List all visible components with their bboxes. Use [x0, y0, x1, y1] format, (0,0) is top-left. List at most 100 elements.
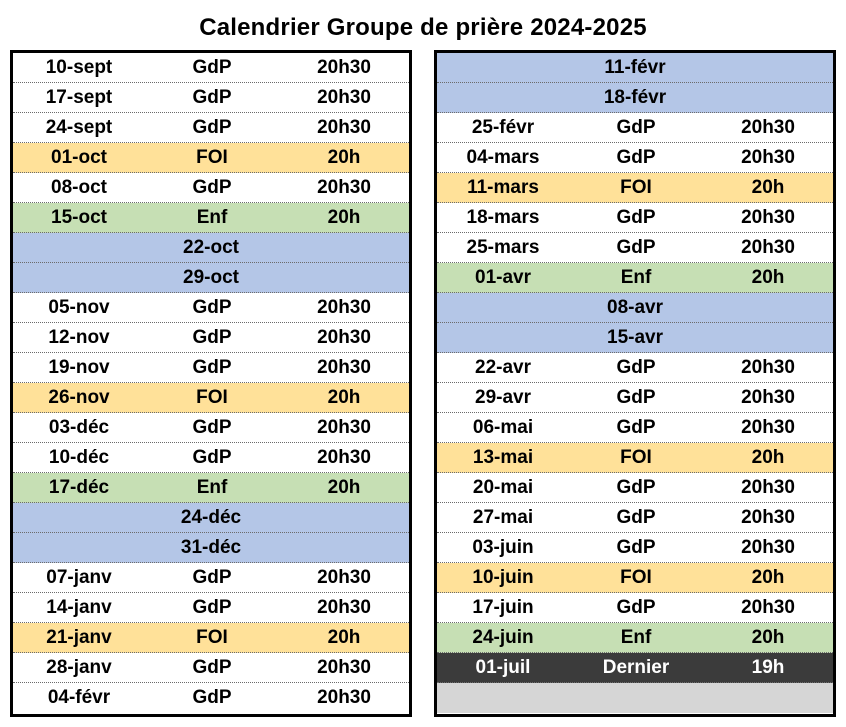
type-cell: GdP: [192, 296, 232, 318]
table-row: 26-nov FOI 20h: [13, 383, 409, 413]
type-cell: GdP: [192, 446, 232, 468]
type-cell: FOI: [196, 146, 228, 168]
time-cell: 20h30: [741, 236, 795, 258]
time-cell: 20h: [751, 266, 785, 288]
time-cell: 20h: [327, 386, 361, 408]
date-cell: 11-févr: [604, 56, 666, 78]
table-row: 01-avr Enf 20h: [437, 263, 833, 293]
type-cell: GdP: [192, 326, 232, 348]
holiday-row: 18-févr: [437, 83, 833, 113]
date-cell: 10-déc: [48, 446, 110, 468]
type-cell: FOI: [196, 626, 228, 648]
type-cell: Enf: [196, 476, 228, 498]
date-cell: 15-oct: [51, 206, 107, 228]
date-cell: 29-oct: [183, 266, 239, 288]
type-cell: GdP: [192, 176, 232, 198]
date-cell: 18-févr: [603, 86, 667, 108]
date-cell: 05-nov: [48, 296, 110, 318]
table-row: 03-déc GdP 20h30: [13, 413, 409, 443]
time-cell: 20h30: [741, 386, 795, 408]
table-row: 25-mars GdP 20h30: [437, 233, 833, 263]
table-row: 29-avr GdP 20h30: [437, 383, 833, 413]
date-cell: 22-avr: [475, 356, 531, 378]
page-title: Calendrier Groupe de prière 2024-2025: [199, 14, 647, 41]
date-cell: 17-sept: [45, 86, 113, 108]
type-cell: FOI: [620, 176, 652, 198]
type-cell: FOI: [620, 566, 652, 588]
date-cell: 22-oct: [183, 236, 239, 258]
date-cell: 28-janv: [46, 656, 112, 678]
date-cell: 14-janv: [46, 596, 112, 618]
time-cell: 20h30: [317, 687, 371, 708]
time-cell: 20h30: [317, 446, 371, 468]
time-cell: 20h: [327, 626, 361, 648]
date-cell: 04-févr: [47, 687, 111, 708]
time-cell: 20h30: [317, 176, 371, 198]
date-cell: 25-févr: [471, 116, 535, 138]
date-cell: 12-nov: [48, 326, 110, 348]
type-cell: GdP: [192, 356, 232, 378]
table-row: 19-nov GdP 20h30: [13, 353, 409, 383]
time-cell: 20h: [327, 476, 361, 498]
table-row: 03-juin GdP 20h30: [437, 533, 833, 563]
type-cell: GdP: [616, 476, 656, 498]
table-row: 17-juin GdP 20h30: [437, 593, 833, 623]
holiday-row: 15-avr: [437, 323, 833, 353]
date-cell: 21-janv: [46, 626, 112, 648]
date-cell: 10-sept: [45, 56, 113, 78]
date-cell: 24-déc: [180, 506, 242, 528]
time-cell: 20h30: [741, 536, 795, 558]
type-cell: GdP: [192, 116, 232, 138]
left-calendar-table: 10-sept GdP 20h30 17-sept GdP 20h30 24-sept GdP…: [10, 50, 412, 717]
date-cell: 07-janv: [46, 566, 112, 588]
time-cell: 20h30: [317, 56, 371, 78]
date-cell: 17-déc: [48, 476, 110, 498]
date-cell: 13-mai: [472, 446, 534, 468]
time-cell: 19h: [751, 656, 785, 678]
date-cell: 01-juil: [475, 656, 531, 678]
table-row: 05-nov GdP 20h30: [13, 293, 409, 323]
date-cell: 15-avr: [607, 326, 663, 348]
table-row: 20-mai GdP 20h30: [437, 473, 833, 503]
type-cell: GdP: [616, 506, 656, 528]
time-cell: 20h: [751, 176, 785, 198]
type-cell: GdP: [616, 596, 656, 618]
table-row: 15-oct Enf 20h: [13, 203, 409, 233]
time-cell: 20h30: [317, 296, 371, 318]
date-cell: 24-juin: [472, 626, 534, 648]
time-cell: 20h30: [317, 116, 371, 138]
table-row: 04-mars GdP 20h30: [437, 143, 833, 173]
time-cell: 20h30: [317, 656, 371, 678]
time-cell: 20h30: [741, 476, 795, 498]
table-row: 12-nov GdP 20h30: [13, 323, 409, 353]
table-row: 28-janv GdP 20h30: [13, 653, 409, 683]
type-cell: GdP: [616, 536, 656, 558]
type-cell: GdP: [616, 416, 656, 438]
table-row: 08-oct GdP 20h30: [13, 173, 409, 203]
time-cell: 20h30: [741, 506, 795, 528]
type-cell: GdP: [192, 86, 232, 108]
date-cell: 18-mars: [466, 206, 540, 228]
holiday-row: 22-oct: [13, 233, 409, 263]
time-cell: 20h: [327, 146, 361, 168]
type-cell: FOI: [196, 386, 228, 408]
type-cell: GdP: [192, 596, 232, 618]
time-cell: 20h30: [741, 596, 795, 618]
empty-row: [437, 683, 833, 713]
type-cell: GdP: [616, 236, 656, 258]
table-row: 07-janv GdP 20h30: [13, 563, 409, 593]
type-cell: GdP: [616, 356, 656, 378]
time-cell: 20h: [751, 566, 785, 588]
time-cell: 20h30: [317, 86, 371, 108]
date-cell: 24-sept: [45, 116, 113, 138]
type-cell: GdP: [192, 687, 232, 708]
date-cell: 01-avr: [475, 266, 531, 288]
time-cell: 20h30: [741, 116, 795, 138]
table-row: 06-mai GdP 20h30: [437, 413, 833, 443]
table-row: 01-juil Dernier 19h: [437, 653, 833, 683]
time-cell: 20h30: [317, 416, 371, 438]
time-cell: 20h30: [317, 356, 371, 378]
table-row: 14-janv GdP 20h30: [13, 593, 409, 623]
holiday-row: 31-déc: [13, 533, 409, 563]
type-cell: GdP: [192, 656, 232, 678]
